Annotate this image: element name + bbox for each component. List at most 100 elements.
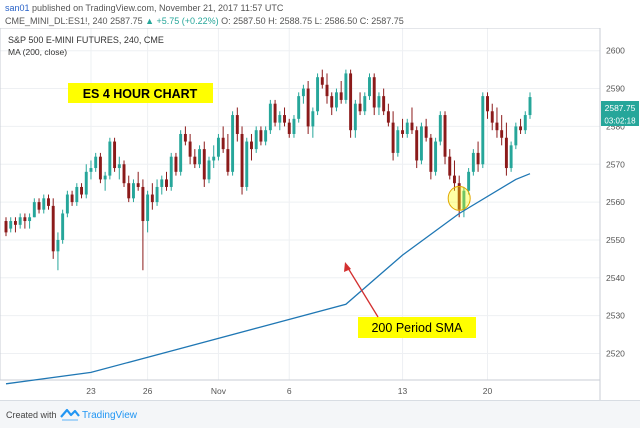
candle-body [419, 126, 423, 161]
candle-body [410, 122, 414, 131]
candle-body [89, 168, 93, 172]
candle [75, 183, 79, 206]
candle [70, 190, 74, 206]
candle-body [108, 141, 112, 176]
x-tick-label: 20 [483, 386, 493, 396]
author-link[interactable]: san01 [5, 3, 30, 13]
candle-body [334, 92, 338, 108]
candle [297, 92, 301, 123]
candle [136, 171, 140, 191]
candle [292, 115, 296, 138]
candle-body [396, 130, 400, 153]
candle-body [37, 202, 41, 210]
candle [419, 122, 423, 165]
candle [42, 194, 46, 214]
candle [113, 137, 117, 172]
candle [231, 111, 235, 176]
footer-bar: Created with TradingView [0, 400, 640, 428]
candle-body [292, 118, 296, 134]
candle [84, 164, 88, 199]
candle [98, 152, 102, 184]
price-axis: 2520 2530 2540 2550 2560 2570 2580 2590 2600 [606, 46, 625, 359]
candle-body [84, 171, 88, 195]
candle [344, 69, 348, 104]
candle [165, 171, 168, 191]
candle-body [65, 194, 69, 214]
candle [188, 133, 192, 165]
candle [183, 126, 187, 146]
candle-body [268, 103, 272, 131]
candle [353, 99, 357, 138]
candle [429, 133, 433, 180]
candle-body [150, 194, 154, 203]
publish-info: san01 published on TradingView.com, Nove… [5, 3, 283, 13]
plot-border [0, 28, 601, 381]
candle [150, 183, 154, 210]
tradingview-logo-icon[interactable] [60, 407, 80, 423]
candle-body [523, 115, 527, 131]
candle [415, 126, 419, 169]
candle [330, 92, 334, 116]
candle-body [193, 156, 197, 165]
x-tick-label: Nov [211, 386, 227, 396]
candle-body [98, 156, 102, 180]
candle [382, 88, 386, 116]
candle-body [316, 77, 320, 112]
candle-body [250, 141, 253, 150]
candle [56, 232, 60, 271]
candle-body [490, 111, 494, 123]
indicator-label: MA (200, close) [8, 47, 67, 57]
candle [391, 111, 395, 161]
candle-body [514, 126, 518, 146]
candle-body [245, 141, 249, 187]
candle [509, 141, 513, 172]
candle-body [141, 186, 145, 222]
candle [179, 130, 183, 176]
candle-body [283, 115, 286, 123]
candle-body [202, 149, 206, 180]
sma-200-line [5, 173, 531, 385]
candle-body [188, 141, 192, 157]
candle [504, 122, 508, 176]
y-tick-label: 2540 [606, 273, 625, 283]
candle [226, 133, 230, 176]
candle-body [297, 96, 301, 119]
candle [207, 156, 211, 184]
candle-body [386, 111, 390, 123]
candle [273, 99, 277, 127]
tradingview-brand[interactable]: TradingView [82, 410, 138, 421]
candle [254, 126, 258, 153]
candle [155, 179, 159, 206]
price-tag: 2587.75 03:02:18 [601, 101, 639, 126]
candle-body [235, 115, 239, 134]
candle [174, 152, 178, 176]
candle [37, 198, 41, 214]
candle [490, 103, 494, 131]
annotation-text-es: ES 4 HOUR CHART [83, 87, 198, 101]
x-tick-label: 23 [86, 386, 96, 396]
candle [453, 160, 456, 191]
candle [141, 179, 145, 271]
candle [443, 111, 447, 165]
candle [4, 217, 8, 237]
candle [405, 118, 409, 138]
candle-body [23, 217, 27, 222]
candle [122, 160, 126, 187]
candle-body [4, 221, 8, 233]
candle-body [32, 202, 36, 218]
candle-body [476, 152, 480, 165]
candle [108, 137, 112, 180]
candle [462, 186, 466, 218]
candle-body [75, 186, 79, 203]
candle [193, 149, 197, 169]
candle-body [372, 77, 376, 108]
y-tick-label: 2550 [606, 235, 625, 245]
candle [264, 126, 268, 146]
touch-highlight-circle [447, 185, 471, 211]
candle-body [443, 115, 447, 157]
candle-body [500, 130, 504, 138]
candle [28, 213, 32, 229]
candle-body [273, 103, 277, 123]
y-tick-label: 2570 [606, 159, 625, 169]
